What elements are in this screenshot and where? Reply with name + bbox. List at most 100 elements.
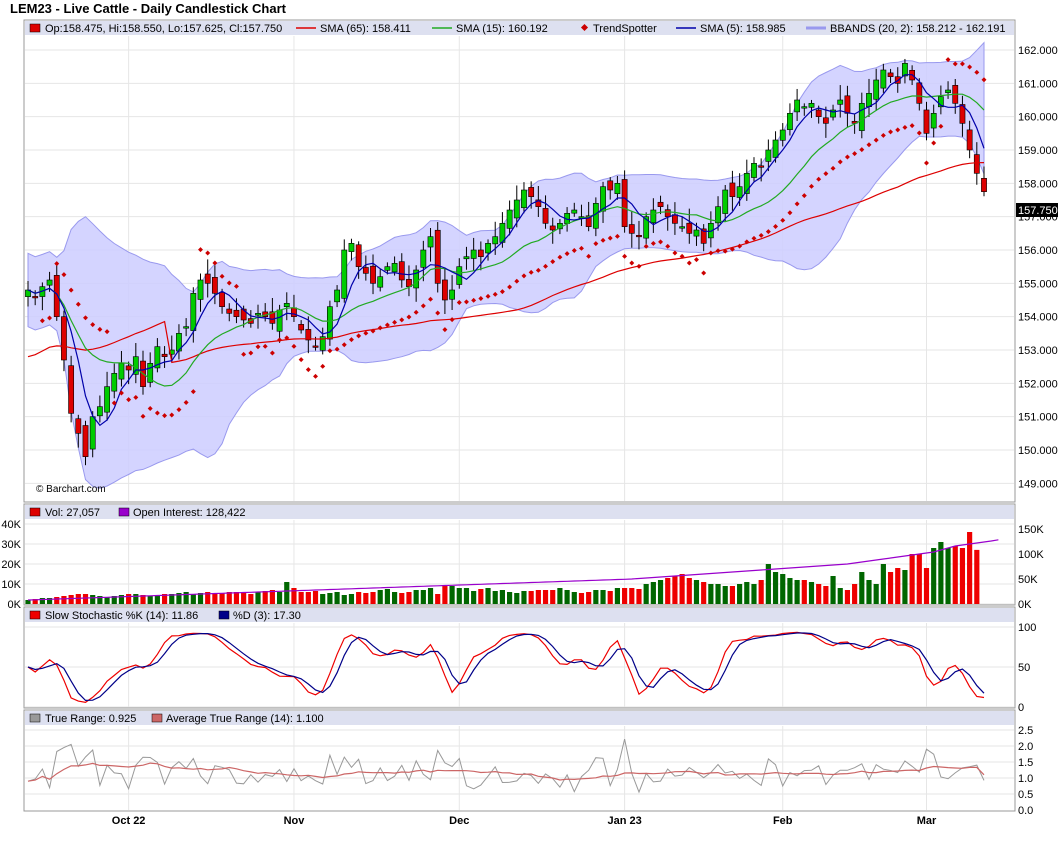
candle-body: [858, 103, 865, 131]
candle-body: [822, 117, 829, 124]
candle-body: [183, 326, 190, 329]
volume-bar: [794, 580, 800, 604]
trendspotter-dot: [543, 263, 549, 269]
trendspotter-dot: [679, 253, 685, 259]
x-axis-label: Dec: [449, 815, 469, 827]
trendspotter-dot: [607, 235, 613, 241]
trendspotter-dot: [931, 140, 937, 146]
volume-bar: [722, 586, 728, 604]
candle-body: [68, 365, 75, 414]
volume-bar: [147, 596, 153, 604]
price-tick-label: 162.000: [1018, 45, 1058, 57]
candle-body: [176, 333, 182, 352]
trendspotter-dot: [665, 243, 671, 249]
candle: [822, 106, 829, 138]
volume-bar: [169, 594, 175, 604]
legend-stoch-k: Slow Stochastic %K (14): 11.86: [45, 610, 198, 622]
candle: [197, 273, 204, 312]
volume-bar: [269, 590, 275, 604]
candle: [377, 269, 384, 292]
volume-bar: [816, 584, 822, 604]
candle-body: [844, 95, 851, 114]
volume-bar: [305, 592, 311, 604]
trendspotter-dot: [895, 127, 901, 133]
candle: [211, 265, 218, 305]
candle-body: [125, 365, 132, 371]
candle-body: [664, 209, 671, 217]
volume-bar: [197, 593, 204, 604]
candle: [111, 363, 118, 399]
volume-left-tick-label: 20K: [1, 559, 21, 571]
volume-bar: [808, 582, 815, 604]
candle-body: [362, 267, 369, 274]
trendspotter-dot: [363, 330, 369, 336]
volume-bar: [780, 574, 786, 604]
price-tick-label: 155.000: [1018, 278, 1058, 290]
candle-body: [722, 189, 729, 214]
trendspotter-dot: [880, 132, 886, 138]
candle-body: [808, 103, 815, 108]
volume-bar: [665, 578, 671, 604]
volume-right-tick-label: 150K: [1018, 524, 1044, 536]
candle-body: [945, 89, 951, 93]
candle-body: [937, 96, 944, 108]
x-axis-label: Jan 23: [607, 815, 641, 827]
price-tick-label: 160.000: [1018, 112, 1058, 124]
volume-bar: [54, 597, 60, 604]
true-range-axis-ticks: 0.0 0.5 1.0 1.5 2.0 2.5: [1018, 725, 1033, 817]
volume-left-tick-label: 0K: [8, 599, 22, 611]
volume-bar: [931, 548, 937, 604]
trendspotter-dot: [377, 325, 383, 331]
x-axis-label: Feb: [773, 815, 793, 827]
candle-body: [758, 165, 765, 168]
candle: [628, 210, 635, 248]
volume-bar: [550, 590, 556, 604]
price-tick-label: 152.000: [1018, 378, 1058, 390]
candle: [650, 198, 657, 233]
volume-bar: [751, 584, 757, 604]
legend-true-range: True Range: 0.925: [45, 713, 136, 725]
volume-bar: [629, 588, 635, 604]
candle: [679, 216, 685, 232]
candle-body: [923, 109, 930, 134]
candle: [794, 88, 801, 121]
trendspotter-dot: [758, 232, 764, 238]
candle-body: [226, 308, 233, 314]
volume-bar: [154, 595, 160, 604]
volume-left-tick-label: 10K: [1, 579, 21, 591]
candle: [743, 159, 750, 201]
candle-body: [118, 363, 125, 380]
trendspotter-dot: [780, 217, 786, 223]
trendspotter-dot: [428, 296, 434, 302]
candle: [61, 310, 67, 372]
volume-bar: [514, 593, 520, 604]
candle: [442, 267, 448, 315]
volume-bar: [68, 595, 74, 604]
candle-body: [981, 178, 987, 192]
candle: [873, 68, 880, 111]
candle-body: [765, 149, 772, 162]
trendspotter-dot: [392, 319, 398, 325]
price-tick-label: 161.000: [1018, 78, 1058, 90]
legend-bbands: BBANDS (20, 2): 158.212 - 162.191: [830, 23, 1006, 35]
volume-bar: [650, 582, 656, 604]
legend-sma65: SMA (65): 158.411: [320, 23, 411, 35]
volume-bar: [859, 572, 865, 604]
trendspotter-dot: [924, 160, 929, 166]
trendspotter-dot: [327, 348, 333, 354]
trendspotter-dot: [614, 233, 620, 239]
trendspotter-dot: [557, 254, 563, 260]
trendspotter-dot: [852, 151, 858, 157]
trendspotter-dot: [435, 310, 441, 316]
candle: [362, 255, 369, 281]
candle-body: [420, 249, 427, 268]
trendspotter-dot: [787, 210, 793, 216]
volume-bar: [140, 595, 146, 604]
volume-bar: [241, 593, 247, 604]
trendspotter-dot: [981, 77, 987, 83]
volume-bar: [686, 578, 692, 604]
volume-bar: [657, 580, 664, 604]
candle: [614, 175, 621, 200]
volume-bar: [32, 599, 38, 604]
